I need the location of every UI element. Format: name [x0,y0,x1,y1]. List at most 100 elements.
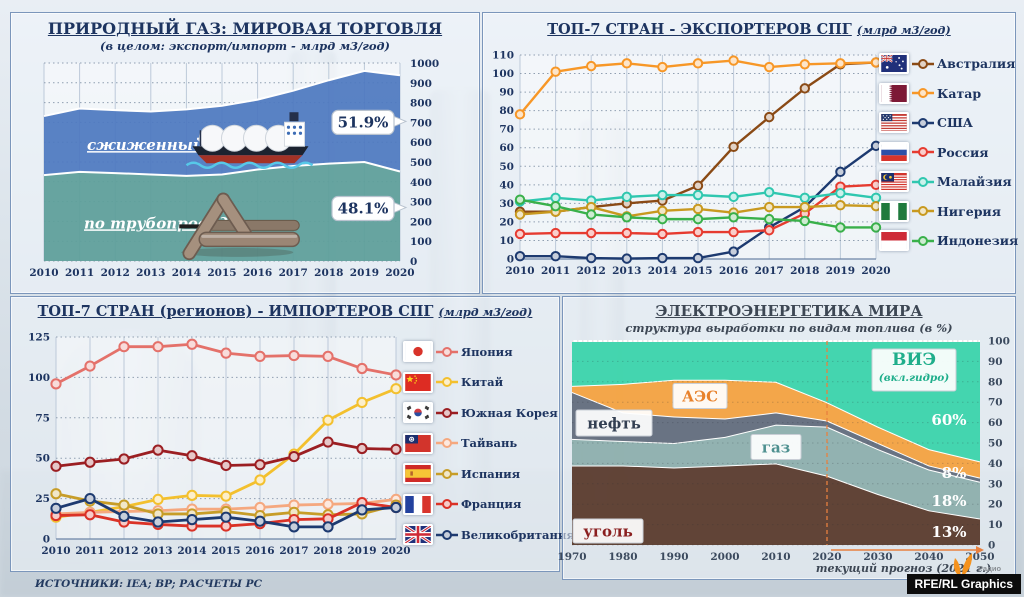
x-tick-label: 2010 [761,551,790,563]
data-point [50,378,62,390]
x-tick-label: 2016 [245,545,274,557]
flag-indonesia-icon [879,230,909,251]
legend-item-spain: Испания [403,463,575,484]
data-point [220,520,232,532]
data-point [118,499,130,511]
x-tick-label: 2018 [790,265,819,277]
y-tick-label: 75 [35,412,50,424]
lng-importers-chart: 0 25 50 75 100 125 2010 2011 2012 2013 2014 2015 201… [28,332,411,558]
data-point [84,509,96,521]
y-tick-label: 400 [410,177,432,189]
x-tick-label: 2012 [577,265,606,277]
legend-item-taiwan: Тайвань [403,432,575,454]
data-point [799,215,810,227]
flag-taiwan-icon [403,432,433,454]
data-point [322,498,334,510]
data-point [692,203,704,215]
data-point [254,474,266,486]
data-point [657,252,668,264]
gas-trade-title: ПРИРОДНЫЙ ГАЗ: МИРОВАЯ ТОРГОВЛЯ [47,19,443,38]
data-point [550,200,561,212]
y-tick-label: 50 [35,453,50,465]
y-tick-label: 70 [988,397,1003,409]
data-point [692,226,704,238]
gas-pct-label: 18% [931,492,966,510]
lng-exporters-chart: 0 10 20 30 40 50 60 70 80 90 100 110 2010 2011 2012 201… [492,50,891,278]
series-south-korea-markers [50,436,402,472]
y-tick-label: 40 [988,458,1003,470]
x-tick-label: 2020 [812,551,841,563]
x-tick-label: 2010 [29,267,58,279]
gas-trade-subtitle: (в целом: экспорт/импорт - млрд м3/год) [100,39,390,53]
data-point [799,201,810,213]
legend-label-japan: Япония [461,344,513,359]
x-tick-label: 2010 [505,265,534,277]
legend-label-uk: Великобритания [461,527,575,542]
y-tick-label: 25 [35,493,50,505]
forecast-note: текущий прогноз (2021 г.) [816,562,991,575]
legend-marker-icon [436,468,458,479]
data-point [728,226,739,238]
data-point [288,450,300,463]
flag-usa-icon [879,112,909,133]
y-tick-label: 30 [988,478,1003,490]
data-point [799,83,810,94]
y-tick-label: 300 [410,197,432,209]
legend-marker-icon [912,58,934,69]
data-point [621,212,633,223]
data-point [390,383,402,395]
x-tick-label: 2040 [914,551,943,563]
x-tick-label: 2014 [172,267,201,279]
data-point [621,58,633,69]
data-point [728,141,739,153]
data-point [288,521,300,533]
x-tick-label: 2014 [177,545,206,557]
data-point [728,246,739,257]
legend-label-france: Франция [461,497,522,511]
y-tick-label: 90 [988,356,1003,368]
x-tick-label: 2020 [385,267,414,279]
data-point [50,488,62,500]
x-tick-label: 2010 [41,545,70,557]
y-tick-label: 70 [499,124,514,136]
nuclear-label: АЭС [682,388,718,406]
y-tick-label: 200 [410,216,432,228]
lng-exporters-legend: Австралия Катар США Россия Малайзия Нигерия Ин… [879,53,1018,262]
area-coal [572,463,980,545]
data-point [84,493,96,505]
y-tick-label: 100 [28,372,50,384]
legend-marker-icon [912,206,934,216]
legend-item-japan: Япония [403,341,575,362]
renewables-pct-label: 60% [931,411,966,429]
x-tick-label: 2011 [75,545,104,557]
lng-share-callout-box [331,109,395,136]
data-point [514,251,526,262]
x-tick-label: 2011 [541,265,570,277]
data-point [799,192,810,204]
x-tick-label: 1970 [557,551,586,563]
data-point [764,111,775,123]
x-tick-label: 2017 [755,265,784,277]
data-point [322,521,334,533]
flag-china-icon [403,371,433,393]
data-point [764,201,775,213]
data-point [322,414,334,426]
y-tick-label: 20 [499,216,514,228]
radio-label: Радио [978,563,1002,573]
flag-south-korea-icon [403,402,433,423]
renewables-label-box [871,348,957,392]
world-electricity-title: ЭЛЕКТРОЭНЕРГЕТИКА МИРА [655,302,923,320]
y-tick-label: 40 [499,179,514,191]
lng-importers-title: ТОП-7 СТРАН (регионов) - ИМПОРТЕРОВ СПГ … [37,303,533,320]
data-point [118,510,130,522]
x-tick-label: 2050 [965,551,994,563]
data-point [254,350,266,362]
panel-lng-exporters: ТОП-7 СТРАН - ЭКСПОРТЕРОВ СПГ (млрд м3/г… [482,12,1018,294]
coal-pct-label: 13% [931,523,966,541]
world-electricity-subtitle: структура выработки по видам топлива (в … [625,321,953,335]
legend-item-nigeria: Нигерия [879,200,1018,222]
data-point [692,189,704,201]
data-point [186,489,198,501]
y-tick-label: 90 [499,87,514,99]
y-tick-label: 0 [410,256,417,268]
